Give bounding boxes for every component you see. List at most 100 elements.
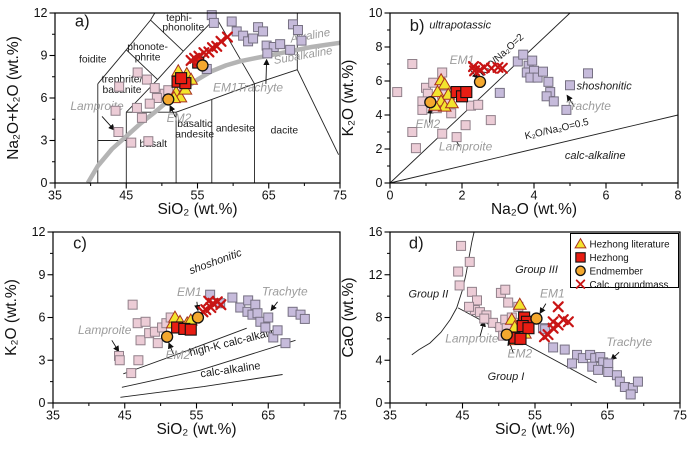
point-trachyte_host: [540, 324, 551, 335]
legend-label: Hezhong literature: [590, 240, 671, 251]
field-boundary-line: [123, 327, 247, 375]
field-label: Lamproite: [439, 140, 493, 154]
point-calc_groundmass: [538, 331, 551, 343]
point-trachyte_host: [252, 308, 263, 319]
point-lamproite_host: [392, 87, 403, 98]
field-boundary-line: [157, 50, 184, 80]
x-axis-title: SiO₂ (wt.%): [157, 201, 237, 218]
point-lamproite_host: [479, 313, 490, 324]
point-hezhong: [522, 322, 535, 335]
x-tick-label: 35: [48, 189, 62, 203]
field-boundary-line: [121, 339, 296, 388]
field-label: EM1: [177, 285, 202, 299]
annotation-arrow: [101, 116, 115, 131]
point-trachyte_host: [208, 17, 219, 28]
series-calc_groundmass: [197, 295, 227, 318]
panel-a: a)foiditetrephrite/basanitephonote-phrit…: [5, 6, 347, 218]
x-tick-label: 55: [191, 189, 205, 203]
annotation-arrow: [566, 94, 575, 107]
field-label: ultrapotassic: [429, 19, 491, 31]
series-endmember: [424, 75, 487, 109]
field-label: Lamproite: [78, 323, 132, 337]
x-tick-label: 65: [262, 189, 276, 203]
point-trachyte_host: [260, 322, 271, 333]
panel-letter-b: b): [410, 17, 425, 35]
point-trachyte_host: [226, 16, 237, 27]
annotation-arrow: [111, 340, 120, 353]
point-trachyte_host: [280, 338, 291, 349]
x-tick-label: 45: [118, 409, 132, 423]
x-tick-label: 65: [601, 409, 615, 423]
point-lamproite_host: [446, 108, 457, 119]
point-lamproite_host: [114, 81, 125, 92]
field-label: EM1: [213, 81, 238, 95]
series-calc_groundmass: [538, 301, 574, 343]
y-tick-label: 2: [376, 142, 383, 156]
point-lamproite_host: [141, 74, 152, 85]
series-hezhong: [508, 311, 535, 345]
legend-label: Hezhong: [590, 253, 629, 264]
field-boundary-line: [296, 69, 340, 155]
point-trachyte_host: [299, 313, 310, 324]
field-label: basaltic: [177, 119, 212, 130]
point-lamproite_host: [454, 280, 465, 291]
legend-label: Endmember: [590, 266, 644, 277]
point-trachyte_host: [275, 39, 286, 50]
y-tick-label: 6: [376, 74, 383, 88]
point-lamproite_host: [151, 93, 162, 103]
x-tick-label: 0: [387, 189, 394, 203]
x-tick-label: 75: [333, 409, 347, 423]
point-trachyte_host: [292, 25, 303, 35]
point-trachyte_host: [561, 104, 572, 115]
y-tick-label: 8: [376, 311, 383, 325]
point-hezhong_literature: [574, 237, 587, 249]
y-tick-label: 3: [41, 134, 48, 148]
x-tick-label: 45: [456, 409, 470, 423]
x-tick-label: 65: [261, 409, 275, 423]
annotation-arrow: [169, 104, 176, 118]
y-tick-label: 8: [376, 40, 383, 54]
y-tick-label: 6: [39, 311, 46, 325]
point-trachyte_host: [583, 68, 593, 79]
y-tick-label: 0: [376, 176, 383, 190]
point-endmember: [191, 311, 205, 324]
point-endmember: [473, 75, 487, 88]
field-label: EM1: [540, 287, 565, 301]
point-lamproite_host: [485, 115, 496, 126]
point-lamproite_host: [460, 120, 471, 131]
field-boundary-line: [175, 98, 212, 113]
y-tick-label: 10: [369, 6, 383, 20]
field-label: Group I: [488, 371, 525, 383]
point-trachyte_host: [603, 358, 614, 369]
annotation-arrow: [479, 320, 486, 337]
y-tick-label: 16: [369, 225, 383, 239]
point-hezhong_literature: [444, 95, 460, 109]
point-endmember: [500, 328, 513, 341]
panel-d: d) Group II Group III Group I Lamproite EM1 EM…: [340, 225, 687, 438]
y-axis-title: K₂O (wt.%): [340, 60, 357, 137]
x-tick-label: 6: [603, 189, 610, 203]
point-lamproite_host: [410, 143, 421, 154]
y-tick-label: 4: [376, 353, 383, 367]
field-label: phonote-: [127, 42, 168, 53]
field-label: foidite: [79, 55, 107, 66]
point-trachyte_host: [494, 87, 505, 98]
point-lamproite_host: [407, 59, 418, 69]
field-label: Trachyte: [262, 284, 308, 298]
point-trachyte_host: [614, 376, 625, 387]
field-label: Group II: [409, 289, 449, 301]
point-trachyte_host: [548, 342, 559, 353]
field-boundary-line: [125, 12, 156, 51]
point-trachyte_host: [625, 389, 636, 400]
field-boundary-line: [254, 69, 298, 85]
annotation-arrow: [539, 303, 547, 315]
field-boundary-line: [150, 19, 184, 52]
annotation-arrow: [263, 58, 270, 84]
y-axis-title: K₂O (wt.%): [3, 279, 20, 356]
point-trachyte_host: [532, 72, 543, 83]
point-trachyte_host: [593, 364, 604, 375]
point-lamproite_host: [407, 127, 418, 137]
field-boundary-line: [211, 83, 255, 100]
point-calc_groundmass: [215, 299, 227, 311]
